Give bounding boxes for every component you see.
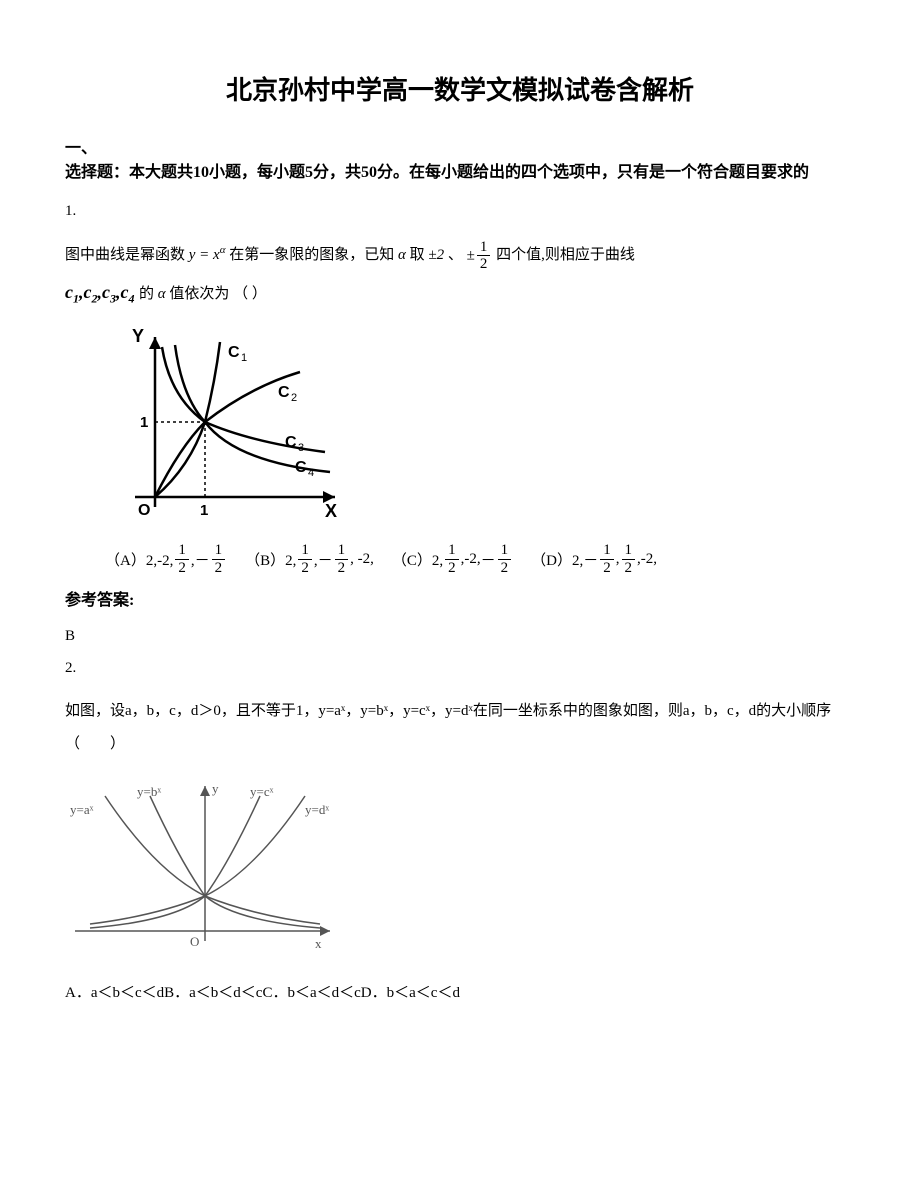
section-instruction: 选择题：本大题共10小题，每小题5分，共50分。在每小题给出的四个选项中，只有是…	[65, 164, 809, 181]
q1-text-part5: 四个值,则相应于曲线	[496, 247, 635, 263]
q1-options: （A）2,-2, 12,－12 （B）2, 12,－12 , -2, （C）2,…	[65, 542, 855, 576]
question-2-number: 2.	[65, 660, 855, 677]
q1-formula-base: y = x	[189, 247, 220, 263]
q1-text-part4: 、	[448, 247, 463, 263]
svg-text:1: 1	[140, 414, 148, 431]
opt-d-end: -2,	[641, 551, 657, 568]
section-header: 一、 选择题：本大题共10小题，每小题5分，共50分。在每小题给出的四个选项中，…	[65, 137, 855, 185]
frac-num: 1	[477, 239, 491, 257]
opt-d-prefix: （D）2,	[531, 549, 583, 570]
svg-text:y: y	[212, 781, 219, 796]
question-1-number: 1.	[65, 203, 855, 220]
q1-text-part1: 图中曲线是幂函数	[65, 247, 185, 263]
question-2-text: 如图，设a，b，c，d＞0，且不等于1，y=aˣ，y=bˣ，y=cˣ，y=dˣ在…	[65, 695, 855, 761]
c-letter: c	[121, 282, 129, 302]
pm-sign: ±	[467, 247, 475, 263]
option-b: （B）2, 12,－12 , -2,	[245, 542, 374, 576]
q2-options: A．a＜b＜c＜dB．a＜b＜d＜cC．b＜a＜d＜cD．b＜a＜c＜d	[65, 981, 855, 1002]
c-letter: c	[102, 282, 110, 302]
svg-text:1: 1	[241, 352, 247, 364]
page-title: 北京孙村中学高一数学文模拟试卷含解析	[65, 70, 855, 107]
q1-formula-exp: α	[220, 244, 226, 256]
q1-pm2: ±2	[428, 247, 444, 263]
opt-c-mid: -2,	[464, 551, 480, 568]
opt-b-mid: , -2,	[350, 551, 374, 568]
opt-c-prefix: （C）2,	[392, 549, 443, 570]
svg-text:C: C	[278, 384, 290, 401]
q1-pm-half: ±12	[467, 239, 493, 273]
c-letter: c	[65, 282, 73, 302]
svg-text:y=cˣ: y=cˣ	[250, 784, 274, 799]
q1-formula: y = xα	[189, 247, 229, 263]
svg-text:C: C	[295, 459, 307, 476]
option-d: （D）2, －12,12, -2,	[531, 542, 657, 576]
section-number: 一、	[65, 140, 97, 157]
q1-text-part6: 的	[139, 286, 154, 302]
option-a: （A）2,-2, 12,－12	[105, 542, 227, 576]
svg-text:C: C	[228, 344, 240, 361]
svg-text:O: O	[138, 502, 150, 519]
q1-curves: c1,c2,c3,c4	[65, 282, 139, 302]
svg-text:1: 1	[200, 502, 208, 519]
svg-text:X: X	[325, 501, 337, 521]
q1-graph: Y X O 1 1 C1 C2 C3 C4	[120, 327, 855, 527]
c-letter: c	[84, 282, 92, 302]
svg-text:C: C	[285, 434, 297, 451]
svg-text:x: x	[315, 936, 322, 951]
q1-alpha2: α	[158, 286, 166, 302]
svg-text:3: 3	[298, 442, 304, 454]
q1-alpha: α	[398, 247, 406, 263]
answer-header: 参考答案:	[65, 586, 855, 610]
q1-text-part2: 在第一象限的图象，已知	[229, 247, 394, 263]
svg-text:O: O	[190, 934, 199, 949]
svg-text:4: 4	[308, 467, 314, 479]
q1-text-part3: 取	[410, 247, 425, 263]
svg-text:2: 2	[291, 392, 297, 404]
q2-graph: y=aˣ y=bˣ y y=cˣ y=dˣ O x	[65, 776, 855, 956]
q1-answer: B	[65, 628, 855, 645]
svg-text:Y: Y	[132, 327, 144, 346]
opt-b-prefix: （B）2,	[245, 549, 296, 570]
option-c: （C）2, 12, -2, －12	[392, 542, 513, 576]
question-1-text: 图中曲线是幂函数 y = xα 在第一象限的图象，已知 α 取 ±2 、 ±12…	[65, 238, 855, 312]
svg-text:y=bˣ: y=bˣ	[137, 784, 161, 799]
q1-text-part7: 值依次为 （ ）	[169, 286, 267, 302]
svg-text:y=aˣ: y=aˣ	[70, 802, 94, 817]
opt-a-prefix: （A）2,-2,	[105, 549, 173, 570]
frac-den: 2	[477, 256, 491, 273]
svg-text:y=dˣ: y=dˣ	[305, 802, 329, 817]
